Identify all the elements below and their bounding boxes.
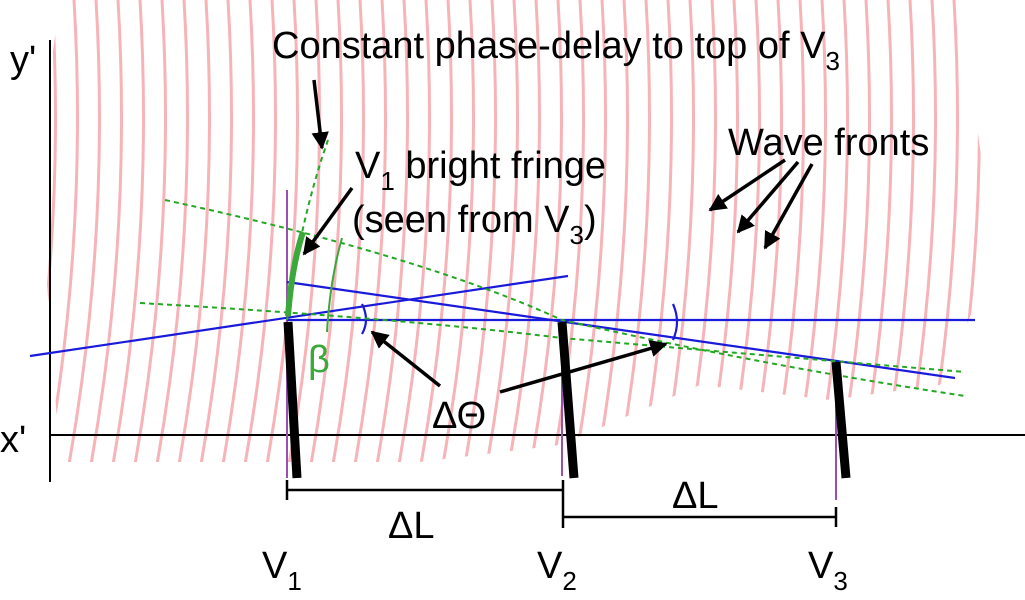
bright-fringe — [285, 231, 306, 317]
wave-front — [440, 0, 475, 462]
wave-front — [484, 0, 519, 462]
wave-front — [462, 0, 497, 462]
wave-front — [396, 0, 431, 462]
arrows — [302, 79, 814, 394]
x-axis-label: x' — [0, 419, 26, 461]
antenna-label: V2 — [537, 545, 577, 596]
wave-front — [594, 0, 629, 462]
spacing-label: ΔL — [672, 475, 719, 517]
dimension-lines — [285, 480, 838, 528]
wave-front — [66, 0, 101, 462]
wave-front — [38, 0, 57, 462]
wave-front — [308, 0, 343, 462]
wave-front — [198, 0, 233, 462]
delta-theta-label: ΔΘ — [432, 395, 486, 437]
wave-front — [264, 0, 299, 462]
spacing-label: ΔL — [388, 505, 435, 547]
wave-front — [418, 0, 453, 462]
wave-front — [132, 0, 167, 462]
beta-arc — [326, 237, 343, 333]
wave-front — [44, 0, 79, 462]
wave-front — [572, 0, 607, 462]
wave-front — [616, 0, 651, 462]
wave-front — [176, 0, 211, 462]
wave-front — [88, 0, 123, 462]
phase-delay-label: Constant phase-delay to top of V3 — [272, 25, 840, 76]
wave-front — [110, 0, 145, 462]
wave-front — [220, 0, 255, 462]
antenna-label: V1 — [262, 545, 302, 596]
wave-front — [506, 0, 541, 462]
beta-label: β — [308, 339, 330, 381]
wave-front — [352, 0, 387, 462]
wave-front — [638, 0, 673, 462]
wave-front — [528, 0, 563, 462]
wave-fronts-label: Wave fronts — [728, 122, 929, 164]
y-axis-label: y' — [10, 39, 36, 81]
antenna-label: V3 — [808, 545, 848, 596]
fringe-label-2: (seen from V3) — [352, 199, 597, 250]
fringe-label: V1 bright fringe — [355, 145, 606, 196]
wave-front — [242, 0, 277, 462]
wave-front — [154, 0, 189, 462]
antennas — [283, 321, 851, 479]
wave-front — [374, 0, 409, 462]
wave-front — [330, 0, 365, 462]
